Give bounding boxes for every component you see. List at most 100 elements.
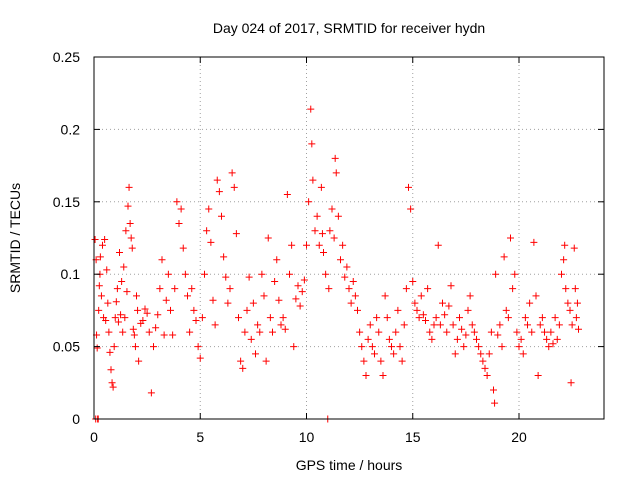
data-point [190,306,198,314]
data-point [114,318,122,326]
data-point [145,328,153,336]
data-point [309,176,317,184]
data-point [351,292,359,300]
data-point [256,328,264,336]
data-point [203,227,211,235]
data-point [228,169,236,177]
data-point [388,343,395,351]
data-point [532,292,540,300]
data-point [502,306,510,314]
data-point [127,234,135,242]
data-point [470,328,478,336]
data-point [385,335,393,343]
data-point [156,285,164,293]
data-point [453,335,461,343]
data-point [409,277,417,285]
data-point [130,331,138,339]
data-point [481,364,489,372]
data-point [575,325,582,333]
data-point [371,350,378,358]
data-point [213,176,221,184]
data-point [308,140,316,148]
data-point [239,364,247,372]
data-point [422,317,429,325]
data-point [247,335,255,343]
y-tick-label: 0.1 [61,266,81,282]
x-tick-label: 0 [90,429,98,445]
data-point [281,325,289,333]
data-point [201,270,208,278]
data-point [279,314,287,322]
y-tick-labels: 0 0.05 0.1 0.15 0.2 0.25 [53,49,80,427]
data-point [561,241,569,249]
data-point [119,328,127,336]
data-point [337,256,344,264]
data-point [95,306,103,314]
data-point [97,292,105,300]
data-point [526,299,534,307]
data-point [379,372,387,380]
data-point [571,285,579,293]
data-point [366,321,374,329]
data-point [475,343,483,351]
data-point [300,276,308,284]
data-point [515,343,523,351]
data-point [173,198,181,206]
data-point [528,328,536,336]
data-point [549,340,557,348]
data-point [491,399,499,407]
data-point [538,314,546,322]
data-point [381,292,389,300]
data-point [125,183,133,191]
data-point [398,357,406,365]
data-point [245,273,253,281]
data-point [101,235,109,243]
data-point [479,357,487,365]
data-point [445,302,453,310]
y-tick-label: 0 [72,411,80,427]
data-point [473,335,480,343]
data-point [177,205,185,213]
data-point [536,321,544,329]
data-point [568,321,576,329]
data-point [426,328,434,336]
data-point [122,227,130,235]
data-point [135,357,143,365]
data-point [264,234,272,242]
data-point [330,234,338,242]
data-point [415,314,423,322]
data-point [139,317,147,325]
data-point [402,285,410,293]
data-point [524,321,531,329]
data-point [458,325,466,333]
data-point [407,205,415,213]
data-point [424,285,432,293]
data-point [573,299,581,307]
data-point [158,256,166,264]
data-point [547,328,555,336]
data-point [117,311,125,319]
data-point [498,343,506,351]
data-point [258,270,266,278]
data-point [534,372,542,380]
data-point [108,379,116,387]
data-point [390,350,398,358]
data-point [269,328,276,336]
data-point [226,285,234,293]
data-point [116,248,123,256]
data-point [434,241,442,249]
x-tick-label: 20 [511,429,527,445]
data-point [521,314,529,322]
data-point [477,350,485,358]
data-point [160,331,168,339]
data-point [490,386,497,394]
data-point [456,314,463,322]
data-point [169,331,177,339]
data-point [343,263,351,271]
data-point [133,292,140,300]
data-point [224,299,232,307]
data-point [102,317,110,325]
data-point [496,321,504,329]
data-point [179,244,187,252]
data-point [511,270,519,278]
